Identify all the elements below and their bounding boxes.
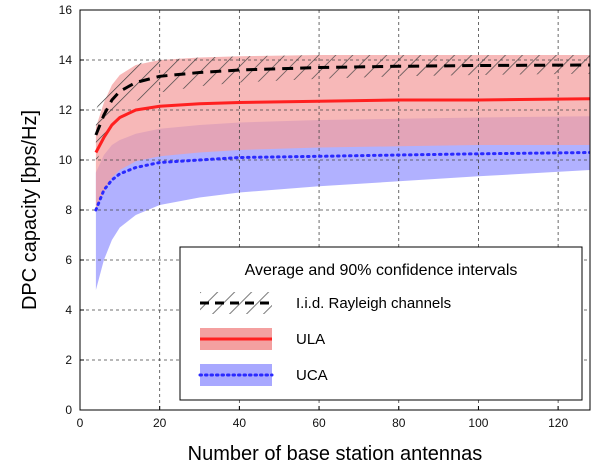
y-axis-label: DPC capacity [bps/Hz] [19,110,41,310]
x-tick-label: 60 [312,416,326,430]
x-tick-label: 40 [233,416,247,430]
axis-ticks: 0 20 40 60 80 100 120 0 2 4 6 8 10 12 14 16 [59,3,569,430]
y-tick-label: 16 [59,3,73,17]
y-tick-label: 8 [65,203,72,217]
x-axis-label: Number of base station antennas [188,443,483,465]
y-tick-label: 12 [59,103,73,117]
series-lines [94,63,590,212]
legend: Average and 90% confidence intervals I.i… [179,246,583,401]
y-tick-label: 10 [59,153,73,167]
series-line-1 [94,97,590,154]
series-line-0 [94,63,590,136]
band-0 [95,55,590,165]
x-tick-label: 20 [153,416,167,430]
y-tick-label: 6 [65,253,72,267]
legend-label-ula: ULA [296,331,325,348]
y-tick-label: 2 [65,353,72,367]
x-tick-label: 100 [468,416,488,430]
legend-label-rayleigh: I.i.d. Rayleigh channels [296,295,451,312]
y-tick-label: 0 [65,403,72,417]
x-tick-label: 0 [77,416,84,430]
x-tick-label: 120 [548,416,568,430]
legend-label-uca: UCA [296,367,328,384]
x-tick-label: 80 [392,416,406,430]
series-line-2 [94,151,590,212]
band-1 [95,55,590,210]
y-tick-label: 4 [65,303,72,317]
legend-title: Average and 90% confidence intervals [245,262,518,279]
y-tick-label: 14 [59,53,73,67]
